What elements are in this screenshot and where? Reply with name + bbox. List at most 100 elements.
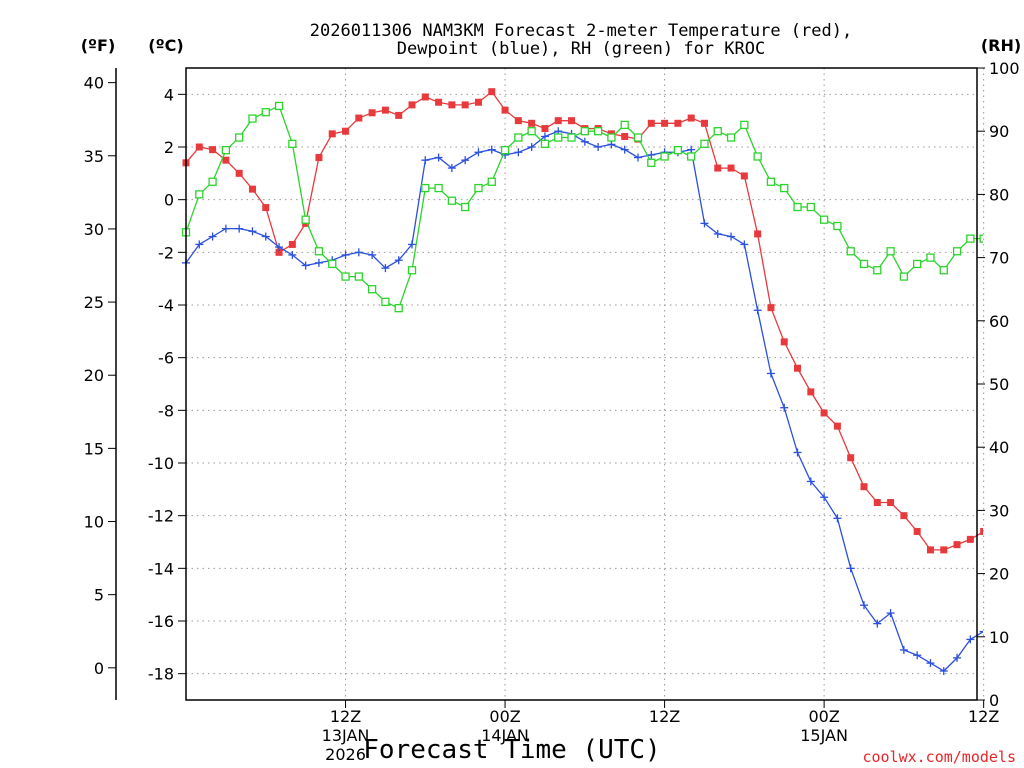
y-tick-label-f: 35 [84,147,104,166]
data-point-dewpoint [820,493,829,502]
y-tick-label-rh: 40 [989,438,1009,457]
data-point-temperature [541,125,549,133]
data-point-dewpoint [979,627,983,636]
data-point-dewpoint [886,609,895,618]
y-tick-label-c: -2 [158,243,174,262]
data-point-dewpoint [248,227,257,236]
data-point-rh [819,215,829,224]
series-rh [181,101,983,313]
data-point-dewpoint [487,145,496,154]
data-point-rh [314,247,324,256]
data-point-temperature [474,98,482,106]
data-point-dewpoint [953,653,962,662]
data-point-rh [673,146,683,155]
data-point-dewpoint [899,645,908,654]
data-point-rh [647,158,656,167]
rh-unit-label: (RH) [981,36,1021,55]
data-point-temperature [514,117,522,125]
series-line [185,105,983,310]
data-point-rh [806,202,815,212]
y-tick-label-rh: 50 [989,375,1009,394]
data-point-temperature [780,338,788,346]
data-point-dewpoint [806,477,815,486]
data-point-dewpoint [913,651,922,660]
data-point-temperature [248,185,256,193]
y-tick-label-f: 5 [94,586,104,605]
y-tick-label-c: -16 [148,612,174,631]
data-point-rh [979,234,983,243]
y-tick-label-c: -8 [158,401,174,420]
data-point-rh [687,152,696,161]
celsius-unit-label: (ºC) [148,36,183,55]
data-point-temperature [980,527,983,535]
data-point-rh [554,133,563,142]
data-point-dewpoint [780,403,789,412]
data-point-rh [926,253,935,262]
data-point-temperature [435,98,443,106]
x-tick-date: 15JAN [800,726,848,745]
y-tick-label-f: 0 [94,659,104,678]
data-point-rh [886,247,895,256]
data-point-dewpoint [474,148,483,157]
series-2-meter-temperature [182,88,1000,554]
data-point-rh [328,259,337,269]
data-point-temperature [714,164,722,172]
data-point-dewpoint [408,240,416,249]
data-point-rh [208,177,217,186]
data-point-temperature [767,304,775,312]
data-point-rh [487,177,496,186]
data-point-dewpoint [793,448,802,457]
data-point-rh [607,133,616,142]
y-tick-label-rh: 80 [989,185,1009,204]
data-point-rh [461,202,470,212]
data-point-temperature [674,119,682,127]
data-point-dewpoint [594,143,603,151]
data-point-temperature [621,132,629,140]
data-point-rh [753,152,762,161]
data-point-rh [248,114,257,123]
data-point-temperature [342,127,350,135]
data-point-dewpoint [275,243,284,252]
y-tick-label-f: 40 [84,74,104,93]
data-point-rh [261,108,270,117]
data-point-rh [474,183,483,193]
y-tick-label-c: -4 [158,296,174,315]
data-point-dewpoint [301,261,310,270]
plot-frame [185,67,978,701]
data-point-temperature [794,364,802,372]
data-point-rh [514,133,523,142]
y-tick-label-c: 0 [164,191,174,210]
data-point-rh [939,266,948,275]
data-point-rh [288,139,297,148]
data-point-rh [434,183,443,193]
data-point-temperature [913,527,921,535]
data-point-dewpoint [447,164,456,173]
x-tick-label: 00Z [808,707,839,726]
data-point-temperature [740,172,748,180]
x-tick-year: 2026 [325,745,366,764]
data-point-rh [873,266,882,275]
y-tick-label-f: 25 [84,293,104,312]
credit-link[interactable]: coolwx.com/models [862,748,1016,766]
data-point-temperature [873,499,881,506]
data-point-rh [580,127,589,136]
y-tick-label-f: 30 [84,220,104,239]
data-point-dewpoint [966,635,975,644]
data-point-temperature [568,117,576,125]
x-tick-date: 13JAN [322,726,370,745]
data-point-temperature [381,106,389,114]
x-tick-date: 14JAN [481,726,529,745]
data-point-dewpoint [314,258,323,267]
data-point-rh [301,215,310,224]
data-point-temperature [661,119,669,127]
data-point-dewpoint [261,232,270,241]
data-point-temperature [993,520,1000,527]
data-point-dewpoint [394,256,403,265]
data-point-dewpoint [993,609,1001,617]
data-point-dewpoint [461,156,470,165]
data-point-dewpoint [221,224,230,233]
data-point-rh [341,272,350,281]
data-point-dewpoint [368,250,377,259]
y-tick-label-c: 4 [164,85,174,104]
data-point-temperature [700,119,708,127]
